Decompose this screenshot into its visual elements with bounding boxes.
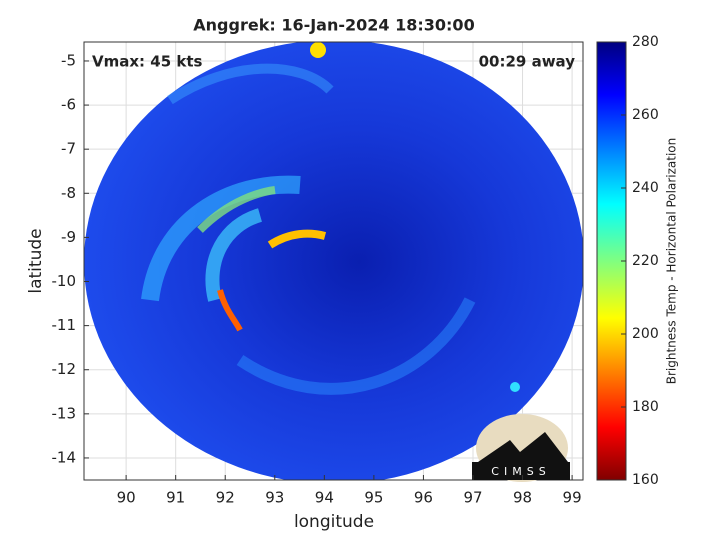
y-axis-label: latitude [26, 228, 46, 293]
x-tick-label: 90 [117, 489, 136, 507]
colorbar-tick-label: 180 [632, 399, 659, 415]
x-tick-label: 94 [315, 489, 334, 507]
annotation: Vmax: 45 kts [92, 53, 202, 71]
annotation: 00:29 away [479, 53, 576, 71]
y-tick-label: -5 [61, 51, 76, 69]
y-tick-label: -10 [52, 272, 77, 290]
y-tick-label: -6 [61, 96, 76, 114]
chart-title: Anggrek: 16-Jan-2024 18:30:00 [193, 16, 474, 35]
colorbar-tick-label: 220 [632, 253, 659, 269]
y-tick-label: -14 [52, 448, 77, 466]
y-tick-label: -7 [61, 140, 76, 158]
y-tick-label: -9 [61, 228, 76, 246]
colorbar-tick-label: 240 [632, 180, 659, 196]
y-tick-label: -12 [52, 360, 77, 378]
y-tick-label: -13 [52, 404, 77, 422]
x-axis-label: longitude [294, 512, 374, 532]
colorbar-label: Brightness Temp - Horizontal Polarizatio… [665, 138, 679, 385]
x-tick-label: 98 [513, 489, 532, 507]
y-tick-label: -11 [52, 316, 77, 334]
colorbar-tick-label: 280 [632, 34, 659, 50]
x-tick-label: 99 [563, 489, 582, 507]
x-tick-label: 92 [216, 489, 235, 507]
x-tick-label: 91 [166, 489, 185, 507]
x-tick-label: 93 [265, 489, 284, 507]
colorbar-tick-label: 160 [632, 472, 659, 488]
y-tick-label: -8 [61, 184, 76, 202]
colorbar-tick-label: 200 [632, 326, 659, 342]
x-tick-label: 96 [414, 489, 433, 507]
colorbar-tick-label: 260 [632, 107, 659, 123]
logo: CIMSS [472, 414, 570, 482]
plot-frame [83, 41, 584, 481]
x-tick-label: 95 [364, 489, 383, 507]
x-tick-label: 97 [463, 489, 482, 507]
logo-text: CIMSS [491, 465, 550, 478]
satellite-swath [84, 42, 583, 480]
